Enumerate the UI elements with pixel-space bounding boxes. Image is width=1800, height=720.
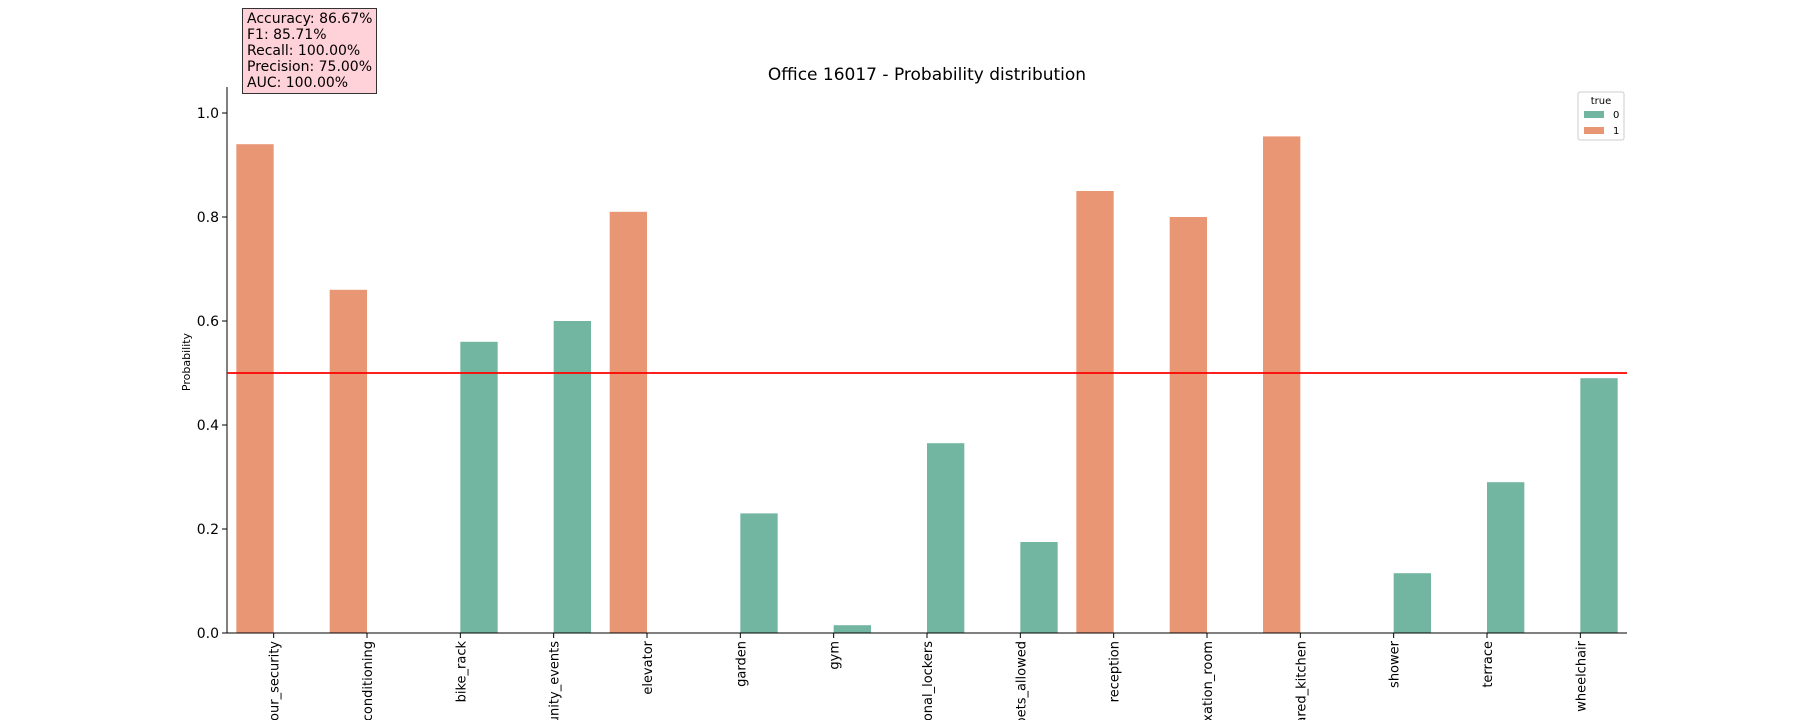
bar-series-0-terrace [1487,482,1525,633]
metric-auc: AUC: 100.00% [247,75,349,91]
bar-series-1-reception [1076,191,1114,633]
bar-series-1-conditioning [329,289,367,633]
x-tick-label: our_security [268,641,283,720]
x-tick-label: shower [1388,640,1403,688]
y-tick-label: 0.0 [197,626,219,642]
y-axis-label: Probability [180,332,193,391]
chart-title: Office 16017 - Probability distribution [768,65,1086,85]
legend-label-0: 0 [1613,110,1619,121]
x-tick-label: wheelchair [1574,640,1589,711]
metric-f1: F1: 85.71% [247,27,327,43]
x-tick-label: xation_room [1201,641,1216,720]
legend-swatch-0 [1584,111,1604,118]
y-tick-label: 0.6 [197,314,219,330]
metric-precision: Precision: 75.00% [247,59,373,75]
bar-series-1-our_security [236,144,274,633]
x-tick-label: bike_rack [454,641,469,703]
legend-swatch-1 [1584,127,1604,134]
metrics-box: Accuracy: 86.67% F1: 85.71% Recall: 100.… [242,8,378,94]
bar-series-1-elevator [609,211,647,634]
metric-accuracy: Accuracy: 86.67% [247,11,373,27]
bar-series-0-pets_allowed [1020,542,1058,633]
x-tick-label: terrace [1481,641,1496,688]
bar-series-0-shower [1393,573,1431,633]
x-tick-label: elevator [641,640,656,694]
bar-series-0-wheelchair [1580,378,1618,633]
y-tick-label: 0.4 [197,418,219,434]
bar-series-1-ared_kitchen [1263,136,1301,633]
y-ticks: 0.0 0.2 0.4 0.6 0.8 1.0 [197,106,227,642]
y-tick-label: 0.8 [197,210,219,226]
legend-label-1: 1 [1613,126,1619,137]
bar-series-0-gym [833,625,871,633]
bar-series-0-garden [740,513,778,633]
bar-series-0-onal_lockers [927,443,965,633]
bar-series-0-unity_events [553,321,591,633]
x-tick-label: onal_lockers [921,641,936,720]
bar-series-1-xation_room [1169,217,1207,633]
bar-series-0-bike_rack [460,341,498,633]
x-tick-label: pets_allowed [1014,641,1029,720]
x-tick-label: reception [1108,641,1123,702]
bars-group [236,136,1618,634]
x-tick-label: gym [828,641,843,670]
x-tick-label: unity_events [548,641,563,720]
x-tick-label: conditioning [361,641,376,720]
y-tick-label: 0.2 [197,522,219,538]
metric-recall: Recall: 100.00% [247,43,361,59]
x-ticks: our_security conditioning bike_rack unity_e… [268,633,1589,720]
x-tick-label: garden [734,641,749,687]
x-tick-label: ared_kitchen [1294,641,1309,720]
legend: true 0 1 [1577,91,1625,141]
y-tick-label: 1.0 [197,106,219,122]
legend-title: true [1591,96,1612,107]
